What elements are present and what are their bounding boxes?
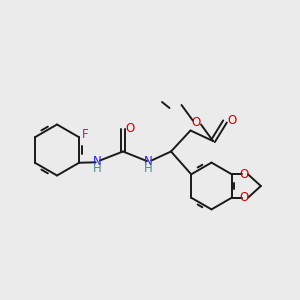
Text: H: H bbox=[144, 162, 153, 176]
Text: O: O bbox=[240, 168, 249, 181]
Text: O: O bbox=[228, 114, 237, 128]
Text: N: N bbox=[93, 154, 102, 168]
Text: O: O bbox=[192, 116, 201, 129]
Text: H: H bbox=[93, 162, 102, 176]
Text: N: N bbox=[144, 154, 153, 168]
Text: O: O bbox=[240, 191, 249, 204]
Text: F: F bbox=[82, 128, 89, 141]
Text: O: O bbox=[126, 122, 135, 136]
